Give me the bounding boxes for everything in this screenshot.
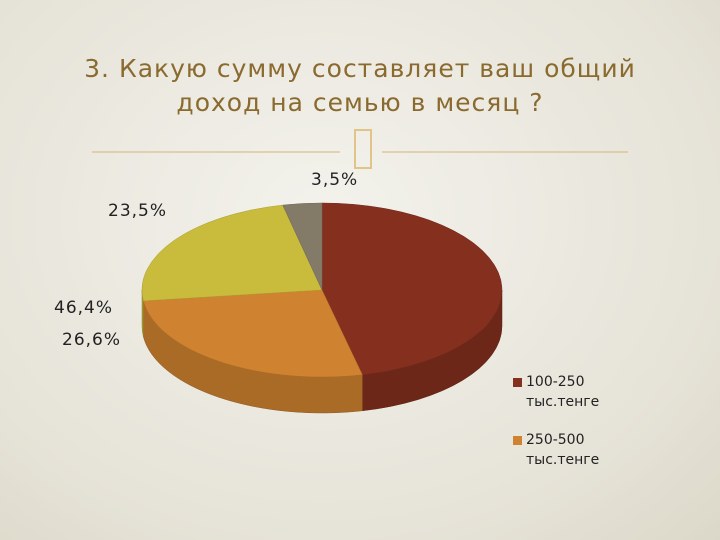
pie-slice [321,202,503,376]
legend-label: 250-500 тыс.тенге [526,432,600,468]
legend-item: 100-250 тыс.тенге [513,372,623,412]
data-label: 3,5% [311,170,358,190]
data-label: 26,6% [62,330,121,350]
legend: 100-250 тыс.тенге 250-500 тыс.тенге [513,372,623,488]
pie: 46,4% 26,6% 23,5% 3,5% [54,170,503,414]
pie-slice [282,202,323,291]
data-label: 23,5% [108,201,167,221]
legend-swatch [513,436,522,445]
slide-title: 3. Какую сумму составляет ваш общий дохо… [84,54,636,117]
pie-slice [143,289,363,378]
pie-slice [141,204,323,302]
legend-swatch [513,378,522,387]
legend-item: 250-500 тыс.тенге [513,430,623,470]
data-label: 46,4% [54,298,113,318]
legend-label: 100-250 тыс.тенге [526,374,600,410]
ornament [354,129,372,169]
